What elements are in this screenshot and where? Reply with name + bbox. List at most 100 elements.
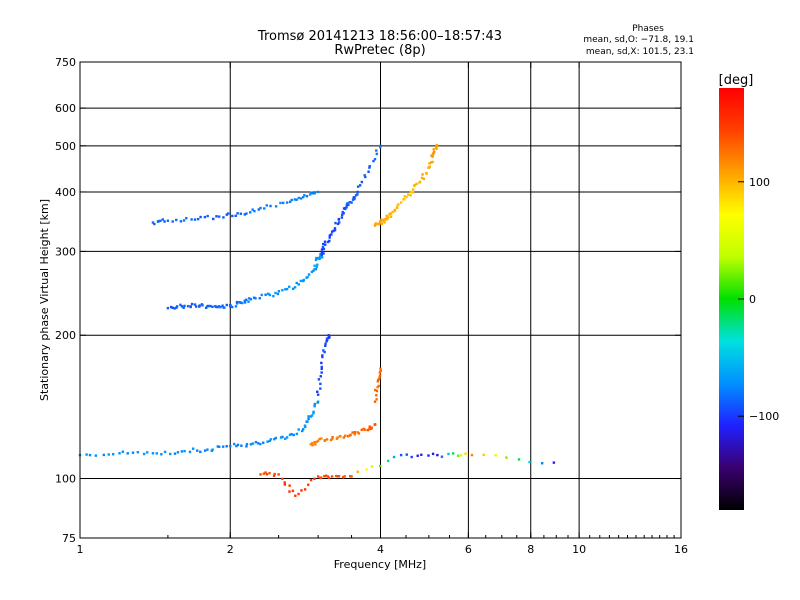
data-point xyxy=(365,468,368,471)
data-point xyxy=(311,443,314,447)
data-point xyxy=(303,424,307,427)
data-point xyxy=(318,257,321,261)
data-point xyxy=(346,435,350,438)
data-point xyxy=(435,147,438,150)
data-point xyxy=(353,197,356,201)
data-point xyxy=(173,307,176,310)
y-tick-label: 200 xyxy=(55,329,76,342)
data-point xyxy=(107,453,110,456)
data-point xyxy=(303,194,306,197)
data-point xyxy=(136,451,140,454)
chart-title: Tromsø 20141213 18:56:00–18:57:43 xyxy=(257,29,502,44)
data-point xyxy=(259,473,262,476)
data-point xyxy=(377,384,380,388)
data-point xyxy=(323,350,326,354)
data-point xyxy=(326,475,330,478)
data-point xyxy=(252,296,256,299)
data-point xyxy=(155,452,158,455)
data-point xyxy=(262,472,266,475)
data-point xyxy=(190,218,193,221)
data-point xyxy=(243,299,247,302)
data-point xyxy=(385,214,388,218)
data-point xyxy=(482,453,485,457)
data-point xyxy=(377,377,381,381)
data-point xyxy=(375,394,378,397)
data-point xyxy=(243,301,247,304)
data-point xyxy=(180,450,184,453)
data-point xyxy=(225,445,228,448)
data-point xyxy=(320,361,323,365)
data-point xyxy=(430,154,433,157)
data-point xyxy=(420,453,423,456)
data-point xyxy=(319,252,322,256)
data-point xyxy=(356,193,359,196)
data-point xyxy=(320,365,323,369)
data-point xyxy=(378,374,382,377)
data-point xyxy=(316,390,319,393)
data-point xyxy=(307,483,310,486)
grid-lines xyxy=(80,62,681,538)
data-point xyxy=(297,492,300,496)
data-point xyxy=(332,229,335,233)
data-point xyxy=(320,256,324,259)
data-point xyxy=(356,470,359,474)
data-point xyxy=(415,182,418,186)
data-point xyxy=(328,236,331,239)
y-tick-label: 500 xyxy=(55,140,76,153)
data-point xyxy=(239,212,243,215)
data-point xyxy=(328,234,332,237)
data-point xyxy=(405,195,408,199)
data-point xyxy=(249,298,253,301)
data-point xyxy=(422,177,425,181)
data-point xyxy=(325,339,328,343)
data-point xyxy=(249,443,253,446)
data-point xyxy=(295,432,299,436)
data-point xyxy=(168,452,172,456)
data-point xyxy=(182,219,186,222)
data-point xyxy=(163,450,167,454)
data-point xyxy=(156,220,160,223)
data-point xyxy=(169,305,173,309)
data-point xyxy=(459,454,463,457)
data-point xyxy=(312,269,315,272)
data-point xyxy=(375,398,378,401)
data-point xyxy=(175,305,179,308)
data-point xyxy=(235,444,238,448)
data-point xyxy=(341,210,344,214)
data-point xyxy=(180,305,184,308)
data-point xyxy=(360,428,363,432)
data-point xyxy=(380,218,383,221)
data-point xyxy=(313,477,316,480)
data-point xyxy=(297,283,300,286)
data-point xyxy=(428,165,432,168)
data-point xyxy=(251,208,254,211)
data-point xyxy=(85,453,88,456)
data-point xyxy=(196,217,200,221)
data-point xyxy=(163,220,166,223)
data-point xyxy=(301,429,304,433)
data-point xyxy=(451,452,455,455)
data-point xyxy=(173,452,177,455)
data-point xyxy=(418,180,422,184)
data-point xyxy=(360,180,364,184)
data-point xyxy=(301,195,305,199)
data-point xyxy=(171,220,174,223)
data-point xyxy=(259,442,262,446)
data-point xyxy=(295,198,298,201)
data-point xyxy=(322,242,325,246)
data-point xyxy=(376,380,379,383)
x-tick-label: 8 xyxy=(527,543,534,556)
data-point xyxy=(330,475,334,478)
data-point xyxy=(297,428,300,431)
data-point xyxy=(358,184,362,187)
data-point xyxy=(146,451,149,454)
data-point xyxy=(326,240,330,244)
data-point xyxy=(245,443,249,446)
data-point xyxy=(353,196,356,199)
data-point xyxy=(368,164,371,168)
data-point xyxy=(272,294,275,298)
data-point xyxy=(379,144,382,148)
data-point xyxy=(389,212,393,215)
colorbar-tick-label: 100 xyxy=(749,176,770,189)
